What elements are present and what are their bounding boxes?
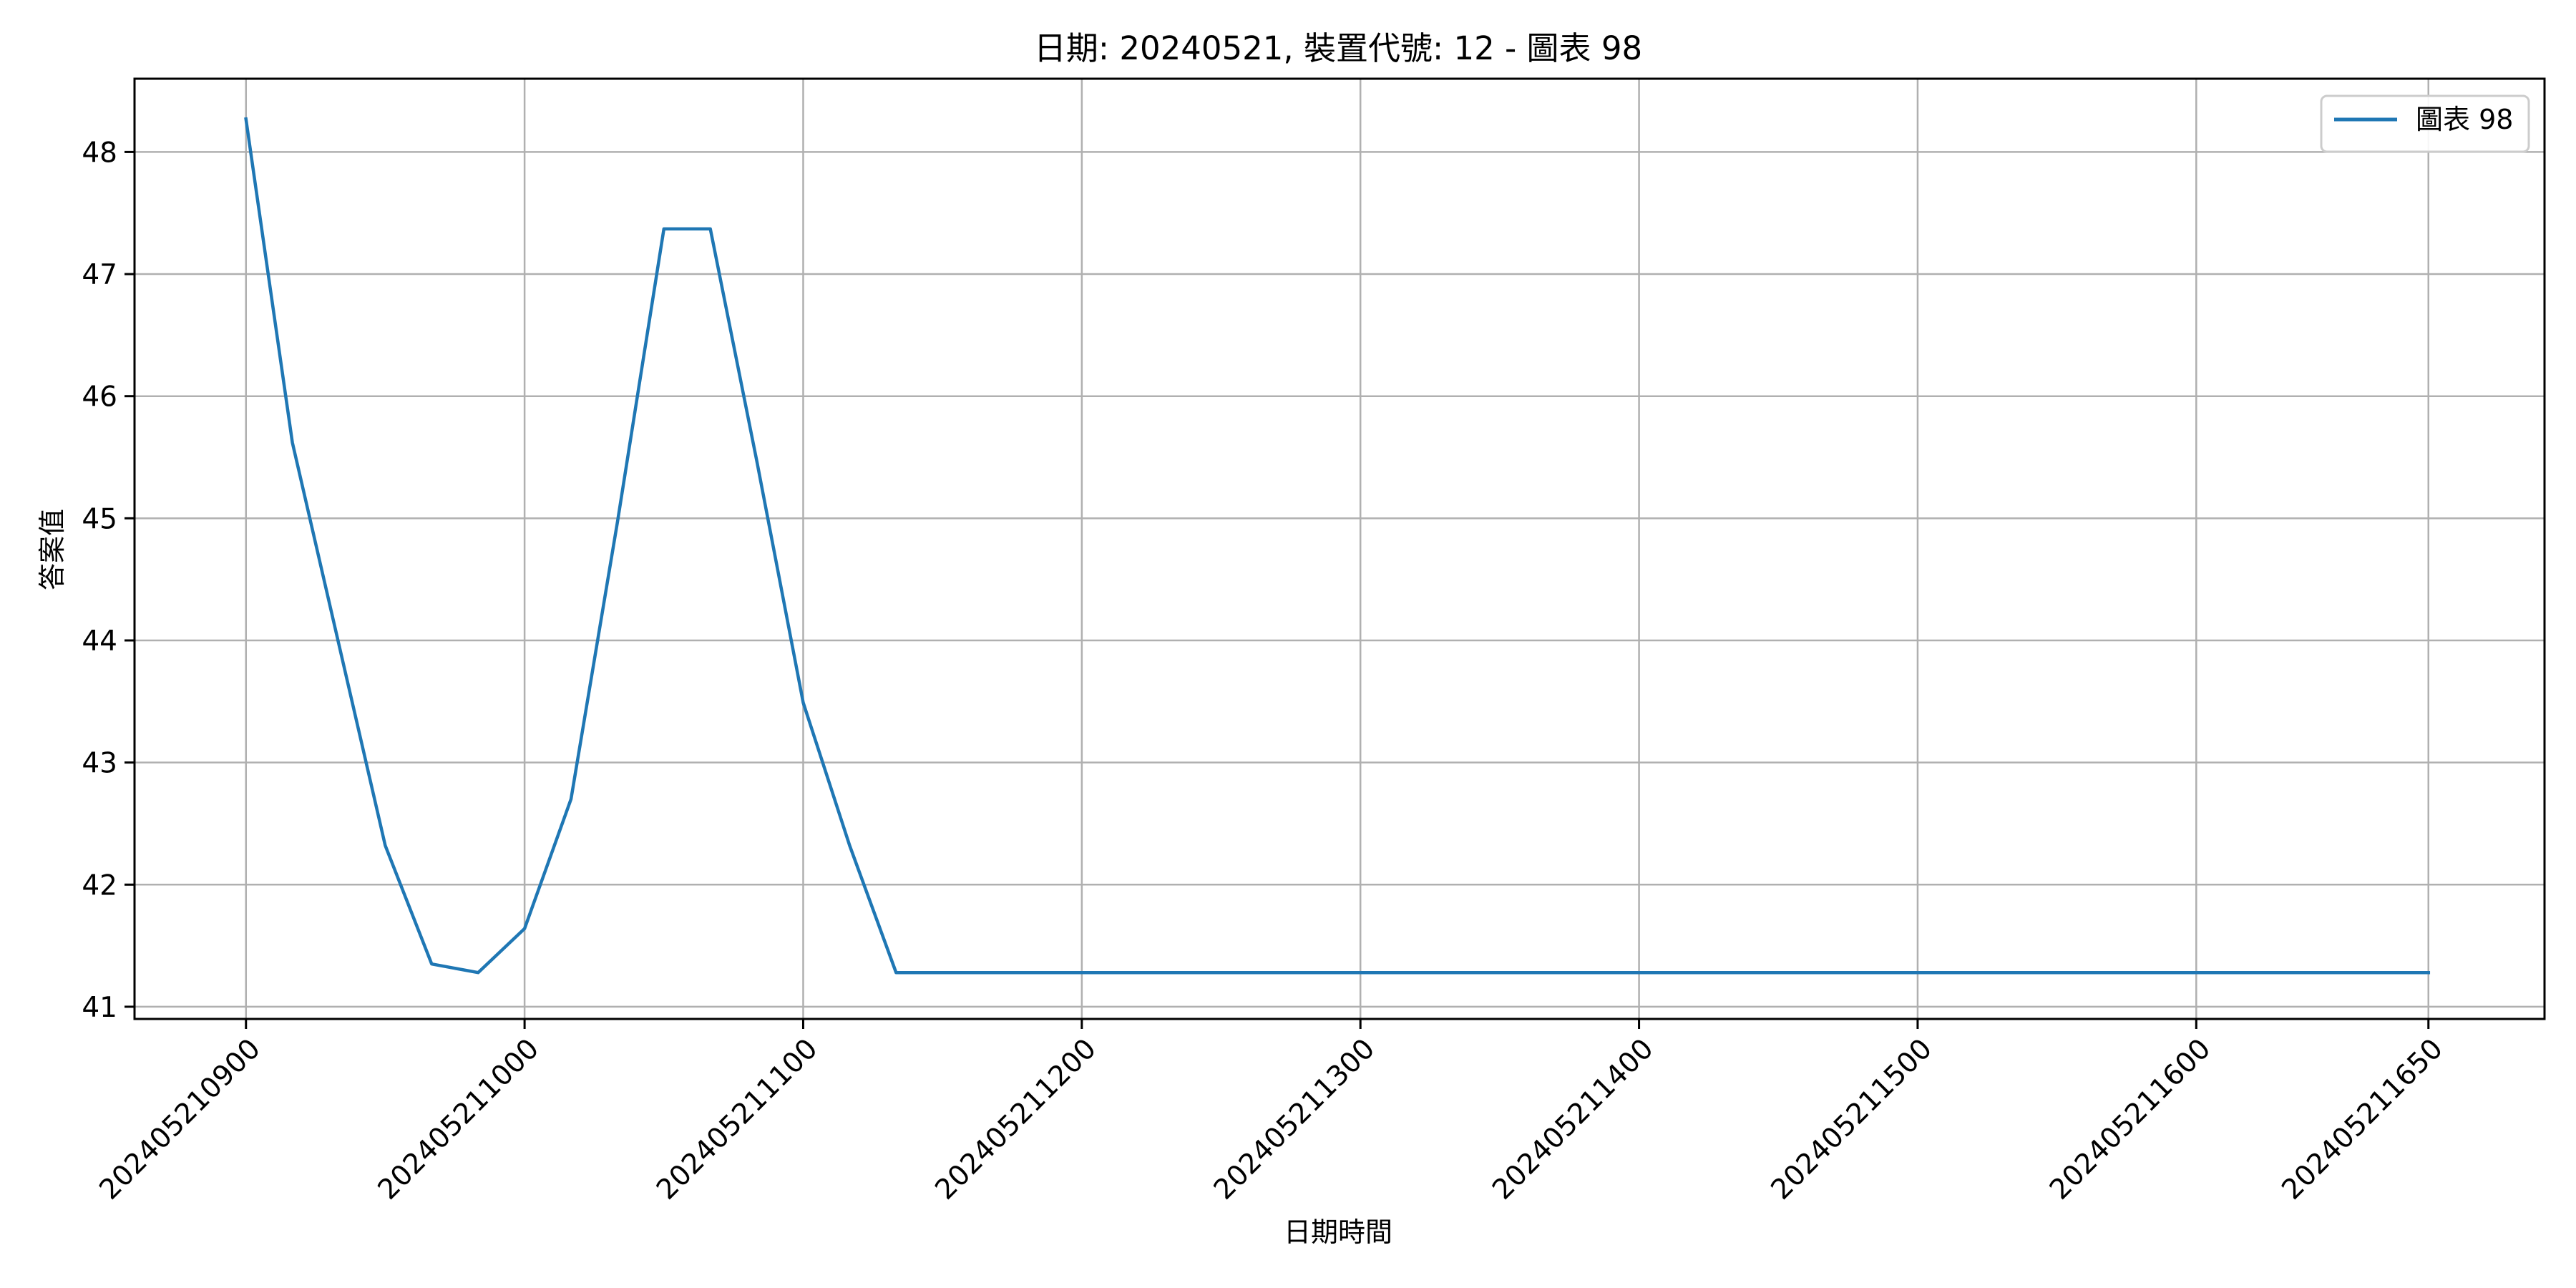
plot-frame — [133, 77, 2546, 1020]
y-tick-label: 43 — [82, 748, 117, 780]
legend-label-series-1: 圖表 98 — [2416, 104, 2513, 135]
legend-box — [2320, 94, 2530, 153]
y-axis-label: 答案值 — [36, 509, 68, 590]
x-axis-label: 日期時間 — [1284, 1216, 1392, 1248]
series-line-1 — [244, 117, 2431, 975]
legend: 圖表 98 — [2320, 94, 2530, 153]
series-layer — [244, 117, 2431, 975]
y-tick-label: 46 — [82, 381, 117, 414]
y-tick-label: 45 — [82, 503, 117, 535]
y-tick-label: 48 — [82, 137, 117, 169]
y-tick-label: 47 — [82, 259, 117, 291]
y-tick-label: 42 — [82, 869, 117, 902]
y-tick-label: 44 — [82, 625, 117, 658]
y-axis: 41 42 43 44 45 46 47 48 — [82, 137, 135, 1024]
y-tick-label: 41 — [82, 992, 117, 1024]
chart-title: 日期: 20240521, 裝置代號: 12 - 圖表 98 — [1034, 29, 1642, 67]
gridlines — [135, 79, 2545, 1019]
